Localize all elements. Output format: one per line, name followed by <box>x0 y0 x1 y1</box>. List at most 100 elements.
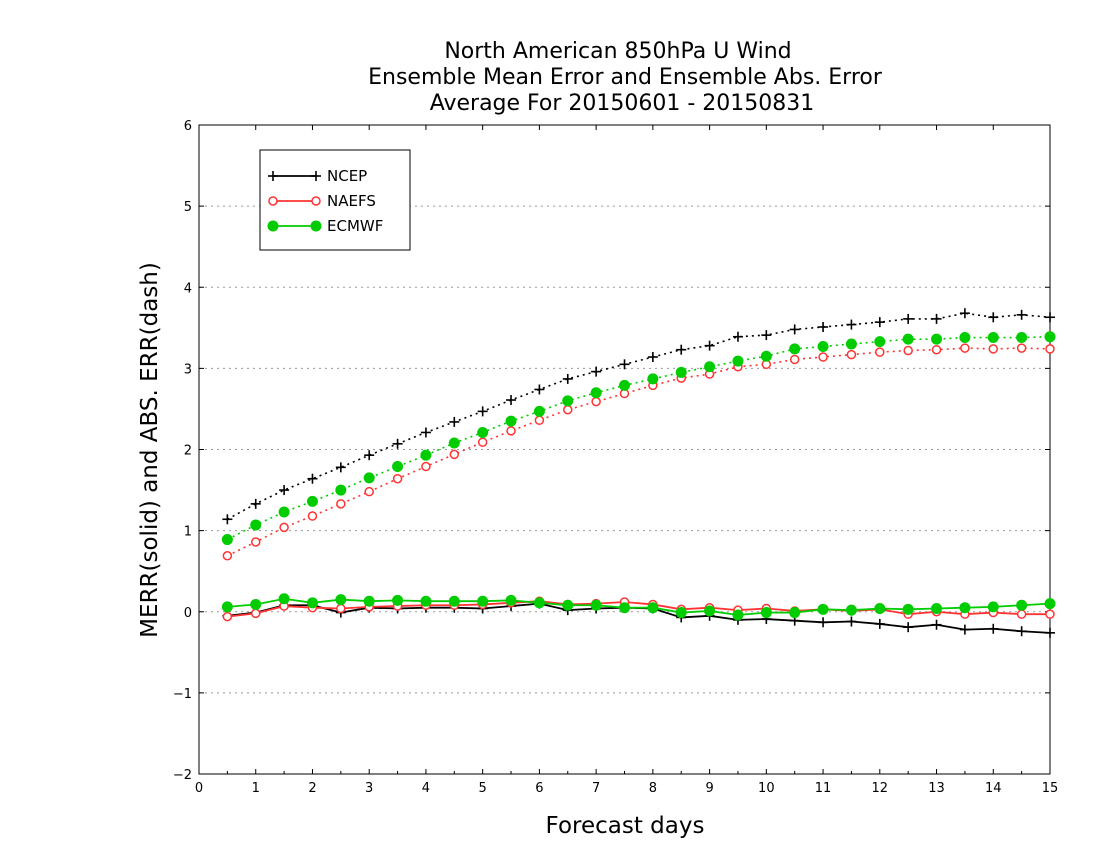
x-tick-label: 8 <box>649 781 657 796</box>
ecmwf-abs-err-point <box>306 495 318 507</box>
series-ecmwf <box>221 331 1056 621</box>
x-tick-label: 12 <box>872 781 889 796</box>
naefs-abs-err-point <box>903 345 913 356</box>
ncep-mean-err-point <box>988 623 999 634</box>
ncep-abs-err-point <box>874 317 885 328</box>
series-layer <box>221 308 1056 638</box>
ncep-abs-err-point <box>562 373 573 384</box>
naefs-abs-err-point <box>1045 344 1055 354</box>
ecmwf-abs-err-line <box>227 335 1051 541</box>
legend-label-ecmwf: ECMWF <box>327 217 383 235</box>
ecmwf-mean-err-point <box>278 593 290 605</box>
ecmwf-mean-err-point <box>590 599 602 611</box>
ecmwf-mean-err-point <box>221 601 233 613</box>
y-tick-label: 5 <box>184 200 192 215</box>
y-tick-label: 0 <box>184 606 192 621</box>
legend-items: NCEP NAEFS ECMWF <box>267 167 383 235</box>
ncep-abs-err-point <box>222 514 233 525</box>
legend-marker <box>311 196 321 206</box>
y-tick-label: 4 <box>184 281 192 296</box>
naefs-mean-err-point <box>1016 609 1027 619</box>
ecmwf-mean-err-point <box>647 602 659 614</box>
ncep-abs-err-point <box>704 340 715 351</box>
ncep-abs-err-point <box>335 462 346 473</box>
ecmwf-abs-err-point <box>817 340 829 352</box>
naefs-abs-err-point <box>818 352 828 362</box>
naefs-abs-err-point <box>336 499 346 509</box>
ecmwf-mean-err-point <box>505 594 517 606</box>
ecmwf-mean-err-point <box>477 595 489 607</box>
ncep-abs-err-point <box>420 427 431 438</box>
legend-box <box>259 149 411 251</box>
ncep-abs-err-point <box>846 319 857 330</box>
ecmwf-abs-err-point <box>959 332 971 344</box>
ecmwf-mean-err-point <box>250 598 262 610</box>
ecmwf-mean-err-point <box>619 602 630 614</box>
x-tick-label: 6 <box>535 781 543 796</box>
naefs-abs-err-point <box>960 343 970 353</box>
ecmwf-abs-err-point <box>363 472 375 484</box>
ncep-abs-err-point <box>931 313 942 324</box>
title-line-1: North American 850hPa U Wind <box>444 39 791 64</box>
ncep-abs-err-point <box>364 450 375 461</box>
ncep-abs-err-point <box>477 406 488 417</box>
x-tick-label: 3 <box>365 781 373 796</box>
legend-label-naefs: NAEFS <box>327 192 376 210</box>
series-ncep <box>222 308 1055 638</box>
legend-marker <box>311 171 321 181</box>
ecmwf-mean-err-point <box>335 594 347 606</box>
title-line-3: Average For 20150601 - 20150831 <box>430 91 815 116</box>
y-tick-label: 3 <box>184 362 192 377</box>
ecmwf-abs-err-point <box>675 366 687 378</box>
ecmwf-abs-err-point <box>987 332 999 344</box>
series-naefs <box>222 343 1055 622</box>
naefs-abs-err-point <box>279 522 289 533</box>
ecmwf-mean-err-point <box>420 595 432 607</box>
naefs-mean-err-point <box>250 608 261 619</box>
ecmwf-abs-err-point <box>562 395 574 407</box>
ecmwf-abs-err-point <box>619 379 630 391</box>
title-line-2: Ensemble Mean Error and Ensemble Abs. Er… <box>368 65 883 90</box>
ncep-abs-err-point <box>732 331 743 342</box>
ecmwf-abs-err-point <box>874 336 886 348</box>
ecmwf-abs-err-point <box>392 461 404 473</box>
naefs-mean-err-point <box>1045 609 1055 619</box>
ncep-mean-err-point <box>903 622 914 633</box>
chart-title: North American 850hPa U Wind Ensemble Me… <box>368 39 883 116</box>
x-tick-labels: 0 1 2 3 4 5 6 7 8 9 10 11 12 13 14 15 <box>195 781 1058 796</box>
ecmwf-mean-err-point <box>675 607 687 619</box>
ecmwf-abs-err-point <box>1044 331 1056 343</box>
ecmwf-mean-err-point <box>533 597 545 609</box>
ecmwf-mean-err-point <box>987 601 999 613</box>
x-tick-label: 14 <box>985 781 1002 796</box>
ecmwf-mean-err-point <box>448 595 460 607</box>
ncep-abs-err-point <box>279 485 290 496</box>
ecmwf-mean-err-point <box>562 599 574 611</box>
x-tick-label: 10 <box>758 781 775 796</box>
legend-item-ecmwf: ECMWF <box>267 217 383 235</box>
naefs-abs-err-point <box>563 404 573 415</box>
ecmwf-mean-err-point <box>874 603 886 615</box>
naefs-abs-err-point <box>1016 343 1027 353</box>
x-tick-label: 1 <box>252 781 260 796</box>
ncep-mean-err-point <box>959 624 970 635</box>
naefs-abs-err-point <box>364 486 374 497</box>
y-tick-label: 6 <box>184 119 192 134</box>
ncep-abs-err-point <box>647 352 658 363</box>
ncep-abs-err-point <box>449 416 460 427</box>
y-tick-label: 2 <box>184 444 192 459</box>
axis-ticks <box>198 124 1051 775</box>
ncep-abs-err-point <box>903 313 914 324</box>
ncep-abs-err-point <box>307 473 318 484</box>
ncep-mean-err-point <box>1045 627 1055 638</box>
ecmwf-abs-err-point <box>420 449 432 461</box>
ecmwf-abs-err-point <box>902 333 914 345</box>
ecmwf-mean-err-point <box>789 607 801 619</box>
ncep-abs-err-point <box>761 330 772 341</box>
naefs-mean-err-point <box>336 603 346 614</box>
ecmwf-abs-err-point <box>789 343 801 355</box>
ecmwf-abs-err-point <box>250 519 262 531</box>
legend-label-ncep: NCEP <box>327 167 367 185</box>
legend: NCEP NAEFS ECMWF <box>259 149 411 251</box>
ecmwf-mean-err-point <box>931 603 943 615</box>
